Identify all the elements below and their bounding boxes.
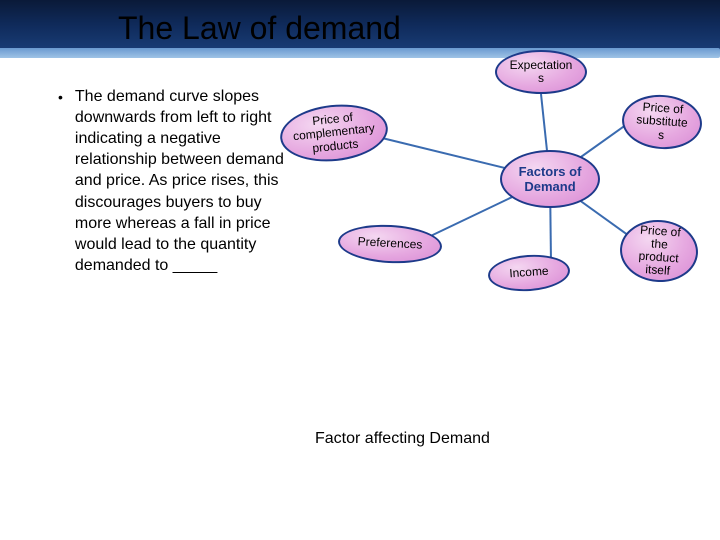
diagram-caption: Factor affecting Demand	[315, 430, 490, 448]
node-expectations: Expectation s	[495, 50, 587, 94]
slide-title: The Law of demand	[118, 10, 401, 47]
center-label: Factors of Demand	[519, 164, 582, 194]
diagram-spokes	[270, 10, 690, 350]
center-node: Factors of Demand	[500, 150, 600, 208]
body-paragraph: The demand curve slopes downwards from l…	[75, 86, 290, 276]
bullet-dot: •	[58, 89, 63, 276]
factors-diagram: Factors of Demand Expectation sPrice of …	[270, 10, 690, 350]
